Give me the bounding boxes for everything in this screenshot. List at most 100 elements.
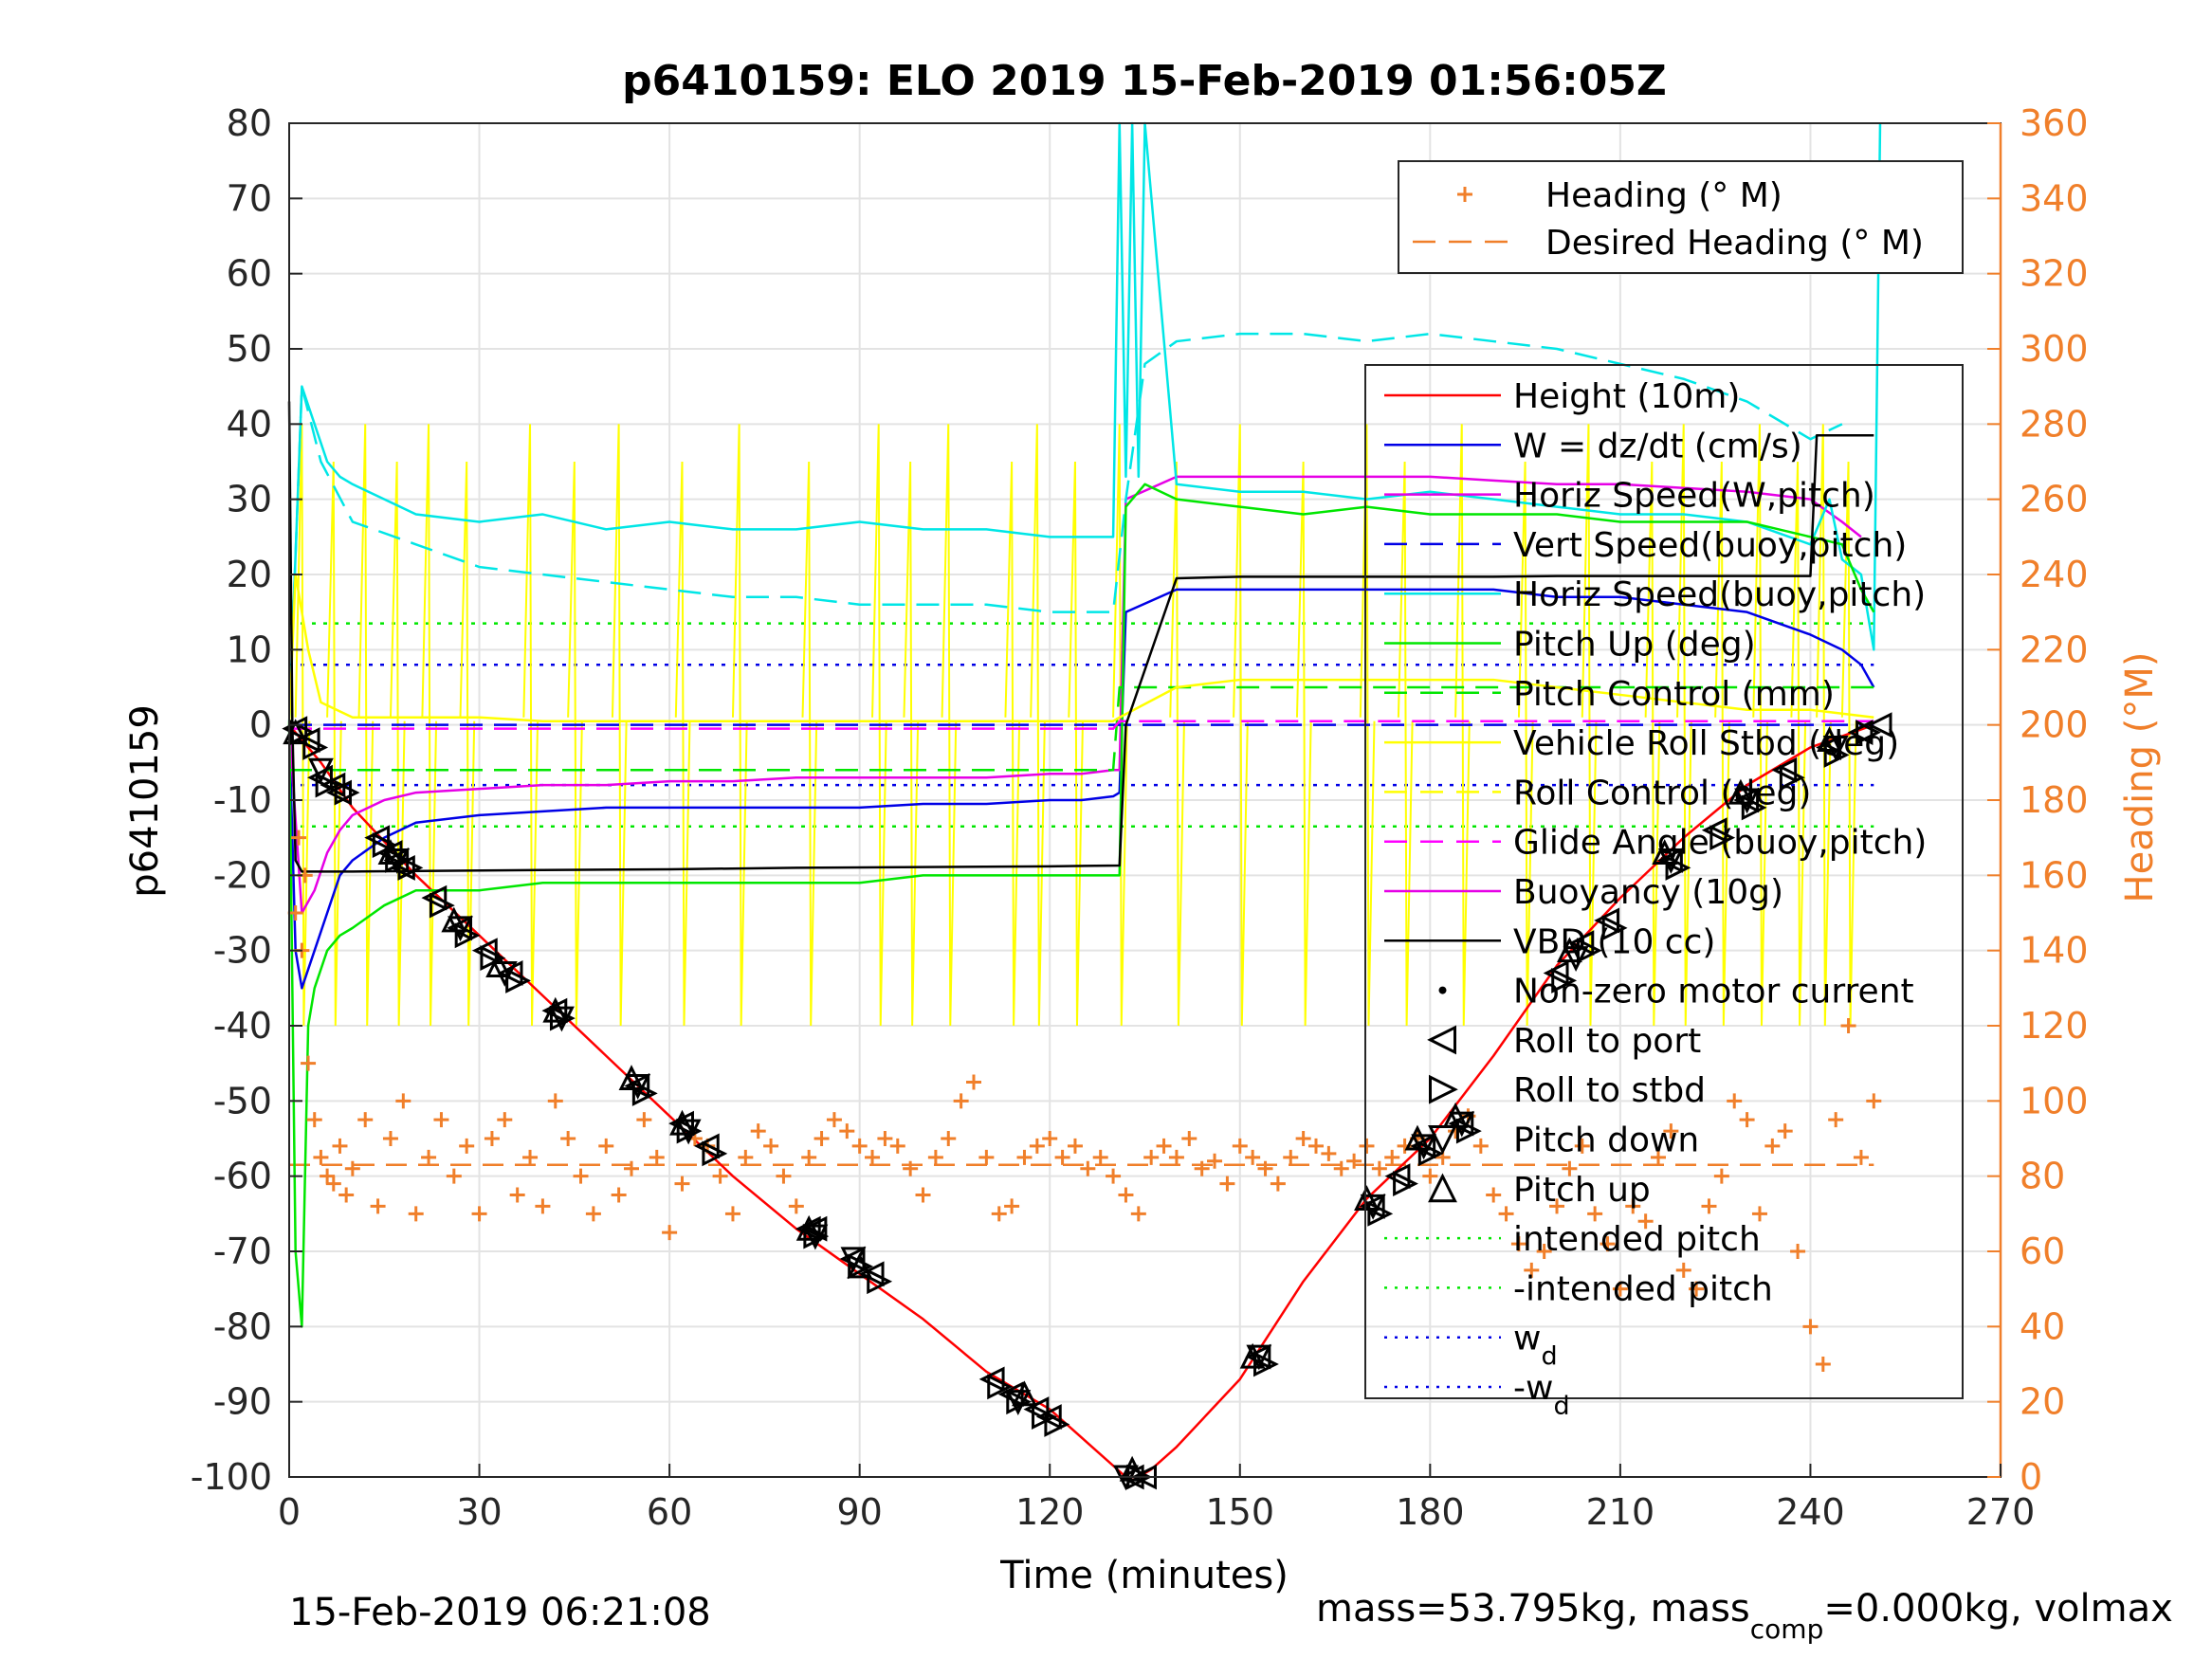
heading-marker xyxy=(382,1131,398,1146)
legend-main-label: Pitch Control (mm) xyxy=(1513,675,1835,714)
y-tick-label: 20 xyxy=(227,554,272,595)
heading-marker xyxy=(1181,1131,1197,1146)
heading-marker xyxy=(649,1149,665,1165)
marker-tri-right xyxy=(848,1253,874,1280)
footer-mass: mass=53.795kg, masscomp=0.000kg, volmax xyxy=(1316,1587,2173,1645)
heading-marker xyxy=(662,1225,678,1241)
x-tick-label: 60 xyxy=(647,1491,692,1533)
marker-tri-down xyxy=(1246,1344,1272,1371)
roll-spike xyxy=(459,461,476,1027)
marker-tri-right xyxy=(1044,1412,1070,1437)
legend-main-label: Roll to stbd xyxy=(1513,1071,1706,1110)
marker-tri-up xyxy=(1012,1380,1037,1407)
roll-spike xyxy=(611,424,628,1027)
legend-main-label: -intended pitch xyxy=(1513,1269,1773,1308)
heading-marker xyxy=(1472,1138,1489,1154)
heading-marker xyxy=(1751,1206,1767,1222)
marker-tri-right xyxy=(315,772,341,798)
heading-marker xyxy=(338,1187,355,1203)
heading-marker xyxy=(1600,1236,1616,1252)
marker-tri-up xyxy=(795,1214,822,1241)
marker-tri-up xyxy=(1728,778,1754,805)
y-right-tick-label: 20 xyxy=(2020,1381,2065,1423)
marker-tri-left xyxy=(693,1133,720,1159)
marker-tri-right xyxy=(1665,854,1691,881)
legend-swatch xyxy=(1427,1025,1456,1055)
roll-spike xyxy=(1644,461,1661,1027)
series-line xyxy=(289,720,1874,730)
roll-spike xyxy=(1790,461,1807,1027)
legend-heading-label: Desired Heading (° M) xyxy=(1545,224,1924,263)
legend-main-label: W = dz/dt (cm/s) xyxy=(1513,427,1802,465)
marker-tri-down xyxy=(1360,1194,1386,1220)
heading-marker xyxy=(674,1176,690,1192)
legend-swatch xyxy=(1428,1125,1457,1155)
marker-tri-right xyxy=(1032,1404,1057,1430)
legend-main-label: Horiz Speed(buoy,pitch) xyxy=(1513,575,1926,614)
marker-tri-right xyxy=(1367,1200,1394,1227)
legend-main-label: Vert Speed(buoy,pitch) xyxy=(1513,526,1907,565)
heading-marker xyxy=(287,905,303,921)
heading-marker xyxy=(1701,1198,1717,1214)
marker-tri-down xyxy=(1005,1390,1032,1416)
marker-tri-right xyxy=(702,1140,728,1167)
x-tick-label: 180 xyxy=(1396,1491,1465,1533)
series-line xyxy=(287,401,1874,873)
heading-marker xyxy=(776,1168,792,1184)
heading-marker xyxy=(535,1198,551,1214)
heading-marker xyxy=(497,1112,513,1128)
marker-tri-right xyxy=(987,1374,1014,1400)
marker-tri-right xyxy=(867,1268,893,1295)
heading-marker xyxy=(1321,1145,1337,1161)
marker-tri-left xyxy=(1771,757,1798,783)
roll-spike xyxy=(1068,461,1084,1027)
marker-tri-right xyxy=(1601,915,1628,941)
roll-spike xyxy=(903,461,920,1027)
marker-tri-right xyxy=(631,1080,658,1106)
marker-tri-left xyxy=(839,1246,866,1272)
heading-marker xyxy=(1067,1138,1083,1154)
y-right-tick-label: 0 xyxy=(2020,1456,2042,1498)
marker-tri-right xyxy=(302,735,329,760)
marker-tri-left xyxy=(1866,712,1892,738)
legend-main-label: Roll Control (deg) xyxy=(1513,774,1811,812)
heading-marker xyxy=(1637,1213,1654,1230)
legend-main-label: Glide Angle (buoy,pitch) xyxy=(1513,824,1927,863)
heading-marker xyxy=(903,1160,919,1176)
y-tick-label: 10 xyxy=(227,629,272,670)
legend-swatch xyxy=(1429,1074,1458,1104)
y-tick-label: 80 xyxy=(227,102,272,144)
y-tick-label: -100 xyxy=(191,1456,272,1498)
heading-marker xyxy=(1283,1149,1299,1165)
marker-tri-down xyxy=(491,960,518,987)
marker-tri-right xyxy=(1393,1171,1418,1197)
marker-tri-up xyxy=(441,906,467,933)
heading-marker xyxy=(877,1131,893,1146)
heading-marker xyxy=(1625,1198,1641,1214)
y-tick-label: 0 xyxy=(249,704,272,746)
heading-marker xyxy=(927,1149,943,1165)
marker-tri-up xyxy=(1239,1342,1266,1369)
heading-marker xyxy=(1308,1138,1324,1154)
heading-marker xyxy=(1384,1149,1400,1165)
heading-marker xyxy=(1118,1187,1134,1203)
y-tick-label: 50 xyxy=(227,328,272,370)
heading-marker xyxy=(1853,1149,1869,1165)
heading-marker xyxy=(1510,1236,1526,1252)
y-right-tick-label: 200 xyxy=(2020,704,2089,746)
heading-marker xyxy=(301,1055,317,1071)
marker-tri-right xyxy=(1779,764,1805,791)
heading-marker xyxy=(1739,1112,1755,1128)
marker-tri-right xyxy=(1551,967,1578,994)
legend-main-label: Pitch up xyxy=(1513,1171,1651,1210)
x-axis-label: Time (minutes) xyxy=(999,1554,1289,1597)
heading-marker xyxy=(1346,1153,1362,1169)
y-tick-label: -10 xyxy=(213,779,272,821)
marker-tri-left xyxy=(364,825,391,851)
marker-tri-up xyxy=(283,719,309,745)
y-right-tick-label: 300 xyxy=(2020,328,2089,370)
heading-marker xyxy=(509,1187,525,1203)
y-tick-label: -80 xyxy=(213,1305,272,1347)
heading-marker xyxy=(471,1206,487,1222)
